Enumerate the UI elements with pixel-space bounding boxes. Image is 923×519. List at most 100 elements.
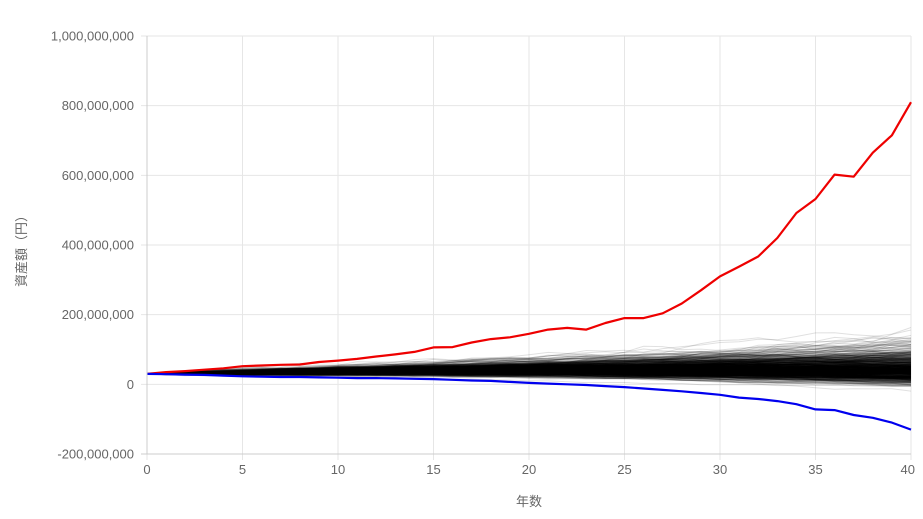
simulation-path — [146, 367, 911, 377]
simulation-path — [146, 372, 912, 380]
simulation-path — [146, 367, 912, 375]
simulation-path — [146, 358, 912, 375]
simulation-path — [146, 363, 912, 375]
simulation-path — [146, 370, 912, 379]
highlight-paths — [146, 101, 912, 431]
simulation-path — [146, 371, 912, 379]
simulation-path — [146, 359, 912, 375]
simulation-path — [146, 336, 912, 375]
simulation-path — [146, 363, 912, 375]
simulation-path — [146, 370, 912, 381]
simulation-path — [146, 366, 912, 380]
simulation-path — [146, 367, 912, 375]
simulation-path — [146, 369, 912, 376]
simulation-path — [147, 370, 911, 383]
simulation-path — [146, 373, 912, 380]
simulation-path — [146, 358, 912, 375]
simulation-path — [146, 368, 912, 376]
simulation-path — [146, 371, 912, 379]
simulation-path — [146, 370, 912, 383]
simulation-path — [146, 365, 912, 375]
simulation-path — [146, 352, 912, 375]
simulation-path — [146, 372, 912, 376]
simulation-path — [146, 372, 912, 379]
simulation-path — [146, 369, 912, 376]
simulation-path — [146, 373, 911, 385]
simulation-path — [146, 351, 912, 375]
simulation-path — [146, 352, 912, 375]
simulation-path — [146, 334, 912, 375]
simulation-path — [146, 365, 912, 375]
simulation-path — [146, 369, 912, 378]
simulation-path — [146, 372, 912, 379]
simulation-path — [146, 360, 912, 375]
simulation-path — [146, 373, 911, 386]
simulation-path — [146, 360, 912, 375]
simulation-path — [146, 364, 912, 375]
simulation-path — [146, 370, 912, 380]
simulation-path — [146, 359, 912, 375]
simulation-path — [146, 360, 912, 375]
simulation-path — [146, 370, 912, 380]
y-tick-label: 1,000,000,000 — [51, 29, 134, 44]
simulation-path — [146, 364, 912, 375]
simulation-path — [146, 352, 912, 375]
simulation-path — [146, 361, 912, 375]
simulation-path — [146, 365, 912, 375]
simulation-path — [146, 365, 912, 375]
simulation-path — [146, 372, 911, 383]
simulation-path — [146, 362, 912, 375]
simulation-path — [146, 362, 912, 375]
simulation-path — [146, 371, 912, 380]
simulation-path — [146, 363, 912, 375]
simulation-path — [146, 367, 912, 375]
simulation-path — [147, 371, 912, 380]
simulation-path — [146, 372, 912, 376]
simulation-path — [146, 368, 912, 377]
simulation-path — [146, 368, 912, 375]
simulation-path — [146, 370, 911, 378]
simulation-path — [146, 371, 912, 379]
simulation-path — [146, 361, 912, 375]
simulation-path — [146, 361, 912, 375]
simulation-path — [146, 361, 912, 375]
simulation-path — [146, 367, 912, 375]
simulation-path — [147, 353, 912, 375]
simulation-path — [146, 362, 912, 375]
simulation-path — [146, 365, 912, 375]
simulation-path — [146, 372, 912, 378]
simulation-path — [146, 366, 912, 375]
simulation-path — [146, 368, 912, 377]
simulation-path — [146, 360, 912, 375]
simulation-path — [146, 365, 912, 375]
x-tick-label: 0 — [143, 462, 150, 477]
simulation-path — [146, 370, 912, 378]
simulation-path — [146, 356, 912, 375]
simulation-path — [146, 366, 912, 376]
simulation-path — [146, 371, 912, 380]
simulation-path — [146, 361, 912, 375]
simulation-path — [146, 371, 912, 379]
simulation-path — [146, 348, 912, 375]
simulation-path — [146, 369, 912, 375]
simulation-path — [146, 366, 912, 376]
simulation-path — [146, 364, 912, 379]
simulation-path — [146, 368, 912, 381]
simulation-path — [146, 365, 912, 375]
simulation-path — [146, 368, 912, 375]
simulation-path — [146, 362, 912, 375]
simulation-path — [146, 369, 912, 376]
simulation-path — [146, 372, 912, 379]
simulation-path — [146, 370, 912, 380]
simulation-path — [146, 366, 912, 375]
simulation-path — [146, 372, 912, 383]
simulation-path — [146, 370, 912, 377]
simulation-path — [146, 356, 912, 375]
simulation-path — [146, 370, 912, 379]
simulation-path — [146, 360, 912, 375]
simulation-path — [146, 368, 912, 375]
simulation-path — [146, 367, 912, 375]
simulation-path — [146, 364, 912, 375]
simulation-path — [146, 362, 912, 375]
simulation-path — [146, 370, 911, 377]
